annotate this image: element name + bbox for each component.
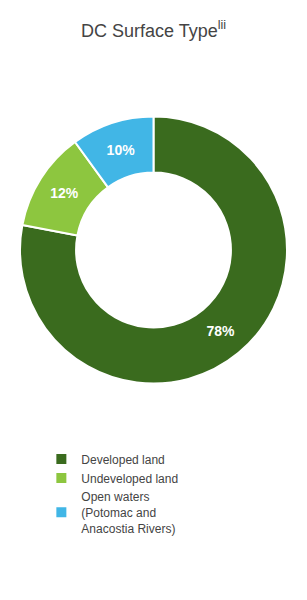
svg-text:DC Surface Type​lii​: DC Surface Type​lii​ [81,18,226,41]
svg-text:Undeveloped land: Undeveloped land [81,472,178,486]
svg-text:10%: 10% [107,142,136,158]
svg-text:12%: 12% [50,185,79,201]
svg-text:78%: 78% [206,323,235,339]
svg-text:Open waters(Potomac andAnacost: Open waters(Potomac andAnacostia Rivers) [81,490,175,535]
svg-text:Developed land: Developed land [81,453,164,467]
